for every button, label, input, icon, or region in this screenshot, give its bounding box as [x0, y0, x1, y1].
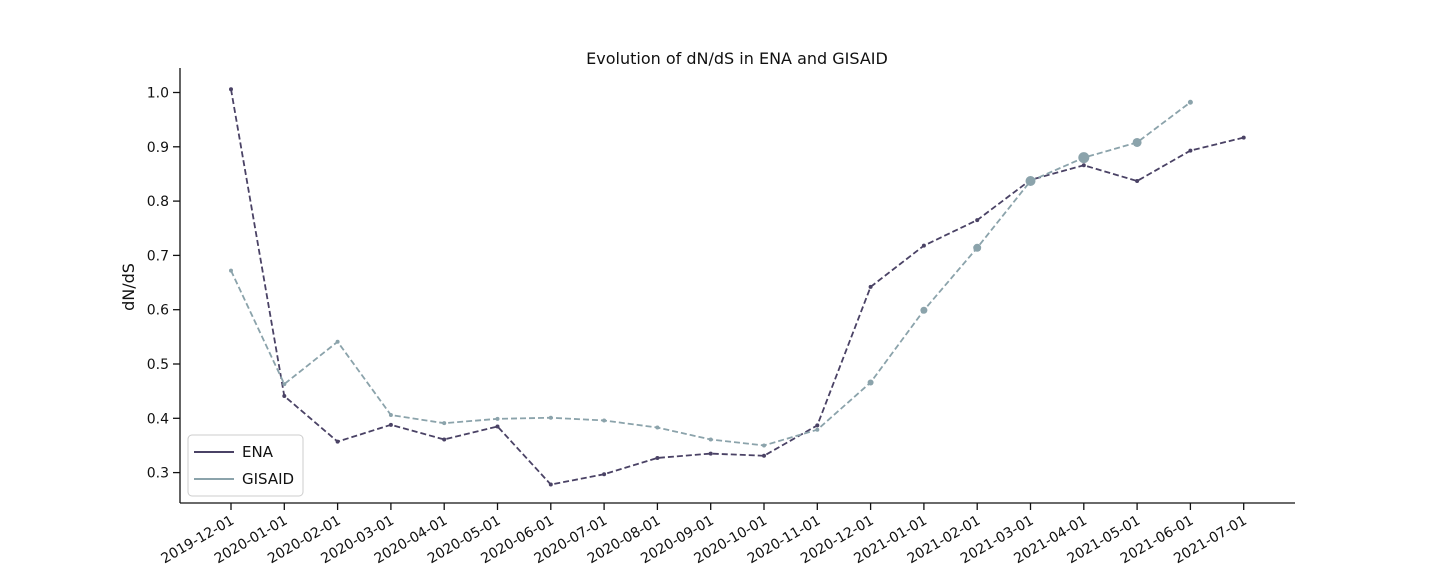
- data-point: [708, 437, 713, 442]
- data-point: [815, 427, 820, 432]
- data-point: [655, 455, 660, 460]
- data-point: [1241, 135, 1246, 140]
- data-point: [495, 416, 500, 421]
- data-point: [1187, 99, 1193, 105]
- y-tick-label: 0.5: [147, 357, 169, 373]
- data-point: [495, 424, 500, 429]
- data-point: [602, 472, 607, 477]
- data-point: [868, 284, 873, 289]
- data-point: [548, 482, 553, 487]
- data-point: [973, 243, 982, 252]
- data-point: [920, 306, 928, 314]
- series-gisaid: [229, 99, 1193, 448]
- data-point: [1135, 179, 1140, 184]
- legend: ENA GISAID: [187, 434, 304, 497]
- y-axis-label: dN/dS: [119, 263, 138, 311]
- data-point: [762, 443, 766, 448]
- data-point: [1025, 176, 1036, 187]
- y-tick-label: 0.7: [147, 248, 169, 264]
- data-point: [282, 394, 287, 399]
- series-layer: [229, 87, 1246, 487]
- y-tick-label: 0.9: [147, 140, 169, 156]
- data-point: [335, 339, 340, 344]
- legend-label-gisaid: GISAID: [242, 470, 294, 488]
- chart-title: Evolution of dN/dS in ENA and GISAID: [586, 49, 888, 68]
- data-point: [229, 268, 233, 273]
- data-point: [335, 439, 340, 444]
- data-point: [388, 413, 393, 418]
- axes: 0.30.40.50.60.70.80.91.02019-12-012020-0…: [147, 68, 1295, 567]
- series-line-ena: [230, 89, 1244, 486]
- data-point: [867, 379, 874, 386]
- y-tick-label: 0.3: [147, 466, 169, 482]
- data-point: [442, 421, 447, 426]
- data-point: [975, 218, 980, 223]
- series-line-gisaid: [230, 101, 1191, 447]
- data-point: [1078, 152, 1090, 164]
- data-point: [1188, 148, 1193, 153]
- data-point: [921, 243, 926, 248]
- y-tick-label: 0.4: [147, 411, 169, 427]
- data-point: [442, 437, 447, 442]
- data-point: [655, 425, 660, 430]
- data-point: [762, 453, 766, 458]
- y-tick-label: 0.8: [147, 194, 169, 210]
- data-point: [602, 418, 607, 423]
- data-point: [229, 87, 233, 92]
- data-point: [815, 423, 820, 428]
- data-point: [1132, 137, 1142, 147]
- y-tick-label: 1.0: [147, 86, 169, 102]
- data-point: [388, 422, 393, 427]
- data-point: [1081, 163, 1086, 168]
- legend-label-ena: ENA: [242, 443, 274, 461]
- y-tick-label: 0.6: [147, 303, 169, 319]
- data-point: [548, 415, 553, 420]
- series-ena: [229, 87, 1246, 487]
- data-point: [282, 382, 287, 387]
- data-point: [708, 451, 713, 456]
- legend-box: [187, 434, 304, 497]
